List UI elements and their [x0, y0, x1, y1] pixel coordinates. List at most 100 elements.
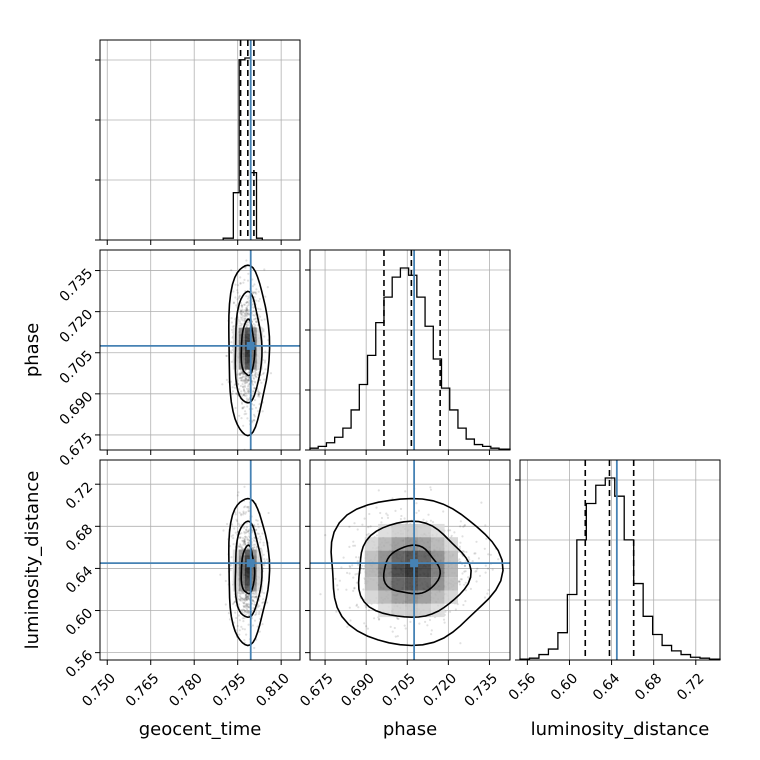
sample-point: [348, 572, 351, 575]
sample-point: [248, 535, 251, 538]
sample-point: [246, 529, 250, 533]
sample-point: [252, 595, 255, 598]
sample-point: [245, 307, 248, 310]
sample-point: [246, 417, 249, 420]
sample-point: [246, 538, 249, 541]
sample-point: [426, 624, 429, 627]
sample-point: [396, 617, 399, 620]
sample-point: [252, 291, 255, 294]
sample-point: [467, 556, 470, 559]
sample-point: [244, 378, 247, 381]
sample-point: [244, 593, 248, 597]
sample-point: [475, 580, 478, 583]
sample-point: [486, 592, 489, 595]
sample-point: [232, 302, 235, 305]
sample-point: [468, 558, 471, 561]
sample-point: [247, 605, 250, 609]
sample-point: [235, 392, 238, 395]
sample-point: [244, 378, 248, 381]
sample-point: [244, 374, 247, 377]
sample-point: [231, 386, 234, 389]
sample-point: [235, 392, 238, 395]
sample-point: [241, 305, 244, 308]
sample-point: [236, 624, 239, 628]
sample-point: [244, 410, 247, 413]
sample-point: [245, 528, 248, 531]
sample-point: [237, 522, 240, 525]
truth-marker: [246, 559, 255, 568]
sample-point: [247, 509, 250, 513]
sample-point: [246, 320, 250, 323]
sample-point: [266, 601, 269, 604]
sample-point: [244, 541, 247, 544]
sample-point: [260, 381, 263, 384]
sample-point: [237, 383, 240, 386]
sample-point: [237, 491, 240, 494]
sample-point: [262, 601, 265, 604]
sample-point: [244, 609, 247, 612]
sample-point: [352, 589, 355, 593]
sample-point: [240, 514, 243, 517]
sample-point: [245, 387, 249, 390]
sample-point: [230, 328, 234, 331]
sample-point: [427, 513, 430, 516]
sample-point: [243, 605, 246, 608]
sample-point: [242, 281, 245, 284]
sample-point: [242, 513, 245, 516]
sample-point: [245, 375, 249, 378]
sample-point: [463, 524, 467, 527]
sample-point: [253, 646, 256, 650]
tick-label-x: 0.795: [210, 670, 250, 710]
tick-label-x: 0.780: [166, 670, 206, 710]
sample-point: [242, 601, 245, 604]
sample-point: [248, 614, 251, 617]
sample-point: [351, 564, 354, 567]
sample-point: [252, 303, 255, 306]
sample-point: [255, 376, 258, 379]
density-cell: [256, 579, 263, 586]
contour-level-2: [330, 497, 504, 647]
tick-label-x: 0.675: [297, 670, 337, 710]
sample-point: [225, 354, 228, 357]
sample-point: [245, 511, 248, 514]
sample-point: [255, 320, 258, 324]
sample-point: [237, 297, 241, 300]
sample-point: [240, 324, 243, 327]
histogram-phase: [309, 267, 511, 450]
sample-point: [461, 572, 464, 575]
density-cell: [444, 550, 458, 564]
density-cell: [364, 577, 379, 591]
sample-point: [251, 598, 254, 601]
sample-point: [244, 605, 247, 608]
sample-point: [245, 597, 248, 600]
sample-point: [262, 591, 266, 595]
sample-point: [251, 383, 255, 386]
sample-point: [240, 309, 243, 312]
sample-point: [246, 389, 249, 393]
sample-point: [239, 282, 242, 285]
sample-point: [361, 523, 364, 526]
sample-point: [375, 506, 378, 509]
panel-0-0: [95, 39, 301, 245]
sample-point: [239, 276, 242, 279]
sample-point: [403, 517, 406, 520]
sample-point: [246, 547, 249, 550]
sample-point: [246, 530, 250, 534]
sample-point: [336, 588, 340, 591]
density-cell: [244, 351, 251, 358]
contour-level-1: [234, 520, 263, 619]
sample-point: [460, 578, 463, 581]
sample-point: [254, 406, 258, 409]
density-cell: [256, 573, 263, 580]
sample-point: [246, 300, 249, 304]
sample-point: [245, 531, 248, 534]
sample-point: [240, 546, 243, 550]
sample-point: [257, 300, 260, 303]
sample-point: [241, 539, 244, 542]
sample-point: [239, 598, 242, 601]
sample-point: [244, 595, 247, 598]
tick-label-x: 0.72: [674, 670, 707, 703]
sample-point: [239, 373, 242, 376]
sample-point: [247, 377, 250, 380]
sample-point: [253, 603, 256, 606]
